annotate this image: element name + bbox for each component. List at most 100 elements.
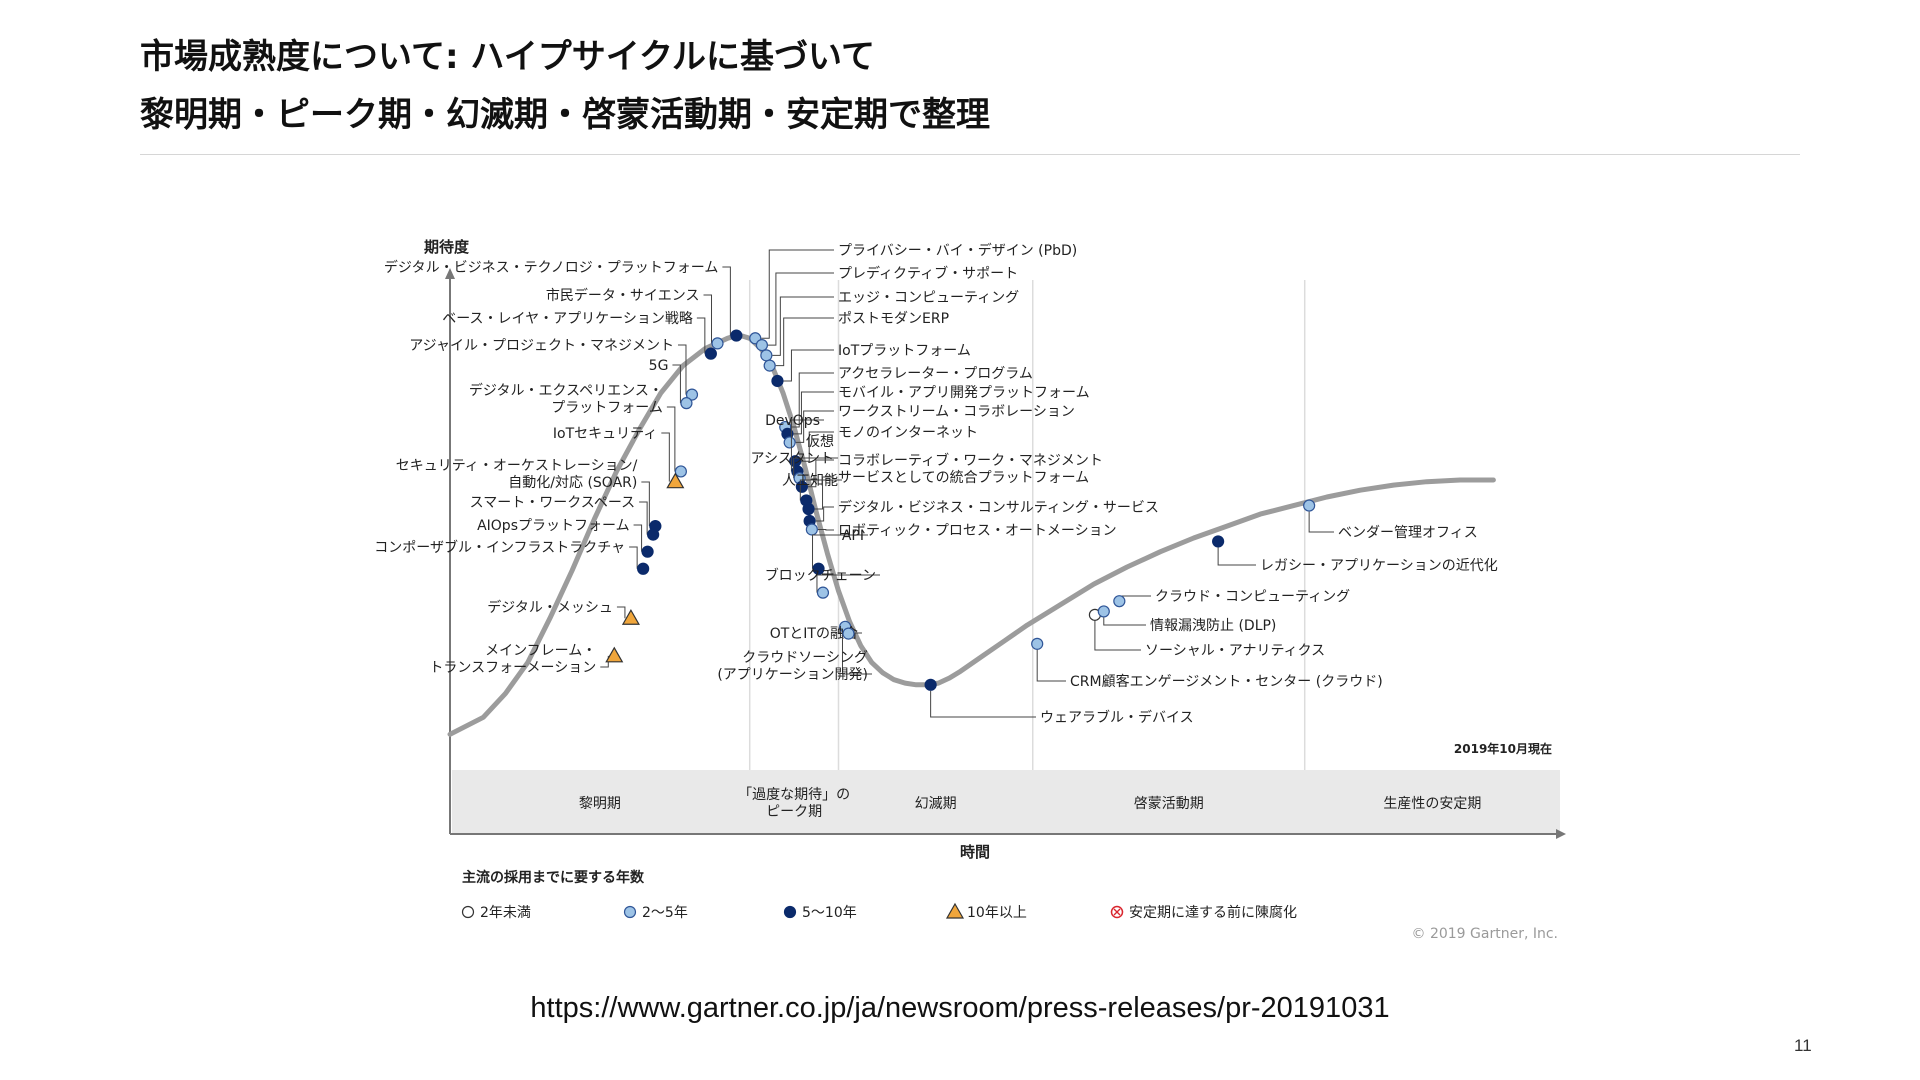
leader-line (629, 546, 638, 569)
leader-line (783, 349, 834, 382)
point-label: ベース・レイヤ・アプリケーション戦略 (442, 311, 693, 327)
legend-label: 10年以上 (967, 905, 1027, 921)
phase-label: 啓蒙活動期 (1134, 796, 1204, 812)
leader-line (767, 272, 834, 346)
y-axis-label: 期待度 (424, 238, 470, 256)
point-label: DevOps (765, 413, 820, 429)
data-point (637, 562, 650, 575)
data-point (795, 480, 808, 493)
legend-label: 安定期に達する前に陳腐化 (1129, 904, 1297, 921)
x-axis-arrow (1556, 829, 1566, 839)
point-label: クラウド・コンピューティング (1155, 589, 1350, 605)
point-label: 情報漏洩防止 (DLP) (1150, 618, 1276, 634)
legend-marker (461, 905, 475, 919)
legend-marker (623, 905, 637, 919)
point-label: コラボレーティブ・ワーク・マネジメント (838, 452, 1103, 469)
data-point (641, 545, 654, 558)
point-label: IoTプラットフォーム (838, 343, 971, 359)
data-point (704, 347, 717, 360)
point-label: API (842, 528, 864, 544)
point-label: 市民データ・サイエンス (546, 287, 700, 304)
leader-line (930, 690, 1036, 718)
leader-line (812, 534, 868, 569)
legend-label: 2年未満 (480, 905, 531, 921)
point-label: メインフレーム・トランスフォーメーション (429, 643, 596, 676)
legend-marker (945, 902, 965, 919)
slide-title: 市場成熟度について: ハイプサイクルに基づいて 黎明期・ピーク期・幻滅期・啓蒙活… (140, 28, 990, 144)
data-point (783, 436, 796, 449)
point-label: プレディクティブ・サポート (838, 265, 1018, 282)
y-axis-arrow (445, 268, 455, 279)
leader-line (1308, 511, 1334, 533)
point-label: OTとITの融合 (770, 626, 858, 642)
legend-marker (783, 905, 797, 919)
leader-line (677, 344, 687, 395)
hype-curve (447, 332, 1496, 737)
leader-line (793, 391, 834, 435)
leader-line (801, 431, 834, 462)
data-point (842, 627, 855, 640)
point-label: ロボティック・プロセス・オートメーション (838, 523, 1117, 539)
data-point (680, 397, 693, 410)
leader-line (661, 432, 670, 482)
leader-line (703, 294, 713, 344)
copyright: © 2019 Gartner, Inc. (1412, 926, 1559, 942)
data-point (1113, 595, 1126, 608)
data-point (755, 339, 769, 352)
point-label: モバイル・アプリ開発プラットフォーム (838, 385, 1090, 401)
leader-line (790, 419, 824, 472)
leader-line (672, 364, 681, 404)
leader-line (817, 528, 834, 531)
leader-line (816, 574, 880, 593)
data-point (730, 329, 743, 342)
title-divider (140, 154, 1800, 155)
data-point (685, 388, 699, 401)
point-label: ポストモダンERP (838, 311, 949, 327)
point-label: ウェアラブル・デバイス (1040, 709, 1194, 726)
leader-line (696, 317, 706, 354)
leader-line (1036, 649, 1066, 682)
point-label: クラウドソーシング(アプリケーション開発) (717, 650, 868, 683)
leader-line (772, 296, 834, 356)
leader-line (639, 501, 648, 535)
point-label: ベンダー管理オフィス (1338, 525, 1478, 541)
leader-line (1217, 547, 1256, 566)
data-point (771, 374, 784, 388)
point-label: 5G (649, 358, 669, 374)
point-label: IoTセキュリティ (553, 426, 657, 442)
source-url[interactable]: https://www.gartner.co.jp/ja/newsroom/pr… (530, 992, 1390, 1024)
point-label: モノのインターネット (838, 425, 978, 441)
leader-line (1103, 617, 1146, 626)
data-point (1212, 535, 1225, 548)
data-point (760, 349, 773, 362)
leader-line (814, 476, 834, 510)
leader-line (795, 410, 834, 443)
as-of-date: 2019年10月現在 (1454, 741, 1552, 756)
leader-line (616, 606, 626, 619)
point-label: デジタル・ビジネス・コンサルティング・サービス (838, 499, 1159, 516)
leader-line (791, 372, 834, 428)
point-label: ブロックチェーン (765, 567, 876, 584)
phase-label: 「過度な期待」のピーク期 (738, 787, 850, 820)
legend-label: 5～10年 (802, 905, 857, 921)
data-point (1303, 499, 1316, 512)
point-label: アジャイル・プロジェクト・マネジメント (409, 338, 674, 354)
point-label: デジタル・ビジネス・テクノロジ・プラットフォーム (384, 259, 718, 276)
point-label: 仮想アシスタント (751, 434, 834, 467)
point-label: サービスとしての統合プラットフォーム (838, 470, 1089, 486)
point-label: 人工知能 (782, 472, 838, 489)
data-point (805, 523, 818, 536)
point-label: デジタル・メッシュ (487, 599, 613, 616)
point-label: スマート・ワークスペース (470, 495, 635, 511)
data-point (924, 678, 937, 691)
leader-line (1094, 620, 1141, 651)
phase-band (452, 770, 1560, 834)
data-point (621, 609, 640, 625)
legend-title: 主流の採用までに要する年数 (462, 869, 645, 886)
point-label: エッジ・コンピューティング (838, 290, 1019, 306)
phase-label: 黎明期 (579, 796, 621, 812)
leader-line (799, 479, 842, 501)
x-axis-label: 時間 (960, 843, 990, 861)
phase-label: 幻滅期 (915, 796, 957, 812)
point-label: コンポーザブル・インフラストラクチャ (374, 539, 625, 556)
